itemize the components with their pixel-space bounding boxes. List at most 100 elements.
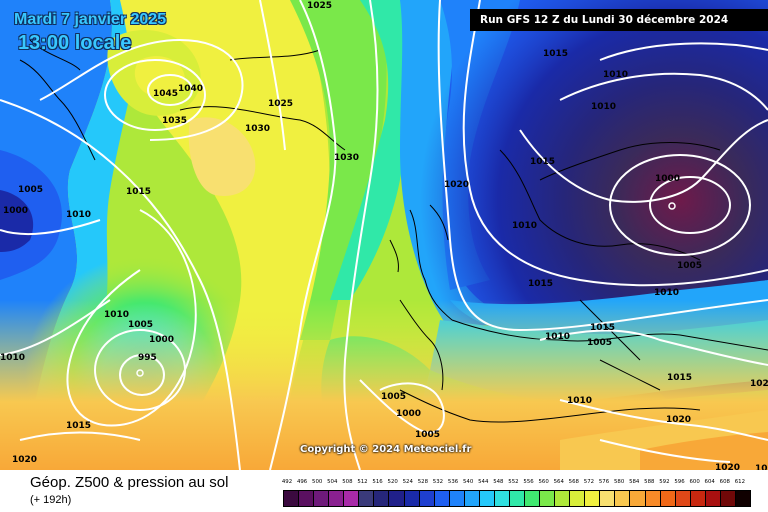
legend-swatch <box>735 491 750 506</box>
isobar-label: 1020 <box>666 415 691 425</box>
forecast-time: 13:00 locale <box>18 32 132 54</box>
legend-swatch <box>570 491 586 506</box>
legend-swatch <box>675 491 691 506</box>
legend-ticks: 492 496 500 504 508 512 516 520 524 528 532 536 540 5… <box>282 479 751 488</box>
isobar-label: 1010 <box>545 332 570 342</box>
legend-tick-label: 552 <box>508 479 519 485</box>
legend-swatch <box>344 491 360 506</box>
copyright-notice: Copyright © 2024 Meteociel.fr <box>300 444 472 455</box>
isobar-label: 1005 <box>381 392 406 402</box>
isobar-label: 1030 <box>334 153 359 163</box>
isobar-label: 1020 <box>715 463 740 470</box>
legend-swatch <box>690 491 706 506</box>
isobar-label: 1010 <box>66 210 91 220</box>
isobar-label: 1020 <box>750 379 768 389</box>
legend-tick-label: 500 <box>312 479 323 485</box>
legend-tick-label: 584 <box>629 479 640 485</box>
legend-swatch <box>359 491 375 506</box>
legend-tick-label: 524 <box>402 479 413 485</box>
legend-tick-label: 512 <box>357 479 368 485</box>
isobar-label: 1000 <box>396 409 421 419</box>
isobar-label: 1025 <box>307 1 332 11</box>
isobar-label: 1005 <box>128 320 153 330</box>
legend-swatch <box>600 491 616 506</box>
legend-tick-label: 532 <box>432 479 444 485</box>
isobar-label: 995 <box>138 353 157 363</box>
isobar-label: 1020 <box>12 455 37 465</box>
legend-tick-label: 508 <box>342 479 353 485</box>
isobar-label: 1005 <box>587 338 612 348</box>
legend-swatch <box>720 491 736 506</box>
legend-swatch <box>329 491 345 506</box>
legend-tick-label: 556 <box>523 479 534 485</box>
isobar-label: 1025 <box>268 99 293 109</box>
legend-swatch <box>615 491 631 506</box>
legend-swatch <box>555 491 571 506</box>
legend-tick-label: 504 <box>327 479 338 485</box>
isobar-label: 1040 <box>178 84 203 94</box>
legend-tick-label: 604 <box>704 479 715 485</box>
legend-swatch <box>419 491 435 506</box>
legend-tick-label: 564 <box>553 479 564 485</box>
isobar-labels: 1025 1045 1040 1035 1030 1025 1030 1015 … <box>0 1 768 470</box>
isobar-label: 1000 <box>655 174 680 184</box>
legend-swatch <box>434 491 450 506</box>
isobar-label: 1010 <box>591 102 616 112</box>
forecast-date: Mardi 7 janvier 2025 <box>14 11 167 28</box>
isobar-label: 1000 <box>149 335 174 345</box>
isobar-label: 1020 <box>444 180 469 190</box>
legend-tick-label: 516 <box>372 479 383 485</box>
isobars <box>0 0 768 470</box>
isobar-label: 1035 <box>162 116 187 126</box>
low-markers <box>136 202 676 377</box>
isobar-label: 1045 <box>153 89 178 99</box>
legend-swatch <box>299 491 315 506</box>
isobar-label: 1010 <box>512 221 537 231</box>
color-legend: 492 496 500 504 508 512 516 520 524 528 532 536 540 5… <box>282 479 751 507</box>
legend-swatch <box>464 491 480 506</box>
legend-swatch <box>645 491 661 506</box>
isobar-label: 1015 <box>528 279 553 289</box>
legend-tick-label: 572 <box>583 479 595 485</box>
legend-tick-label: 576 <box>598 479 610 485</box>
legend-tick-label: 548 <box>493 479 504 485</box>
legend-tick-label: 568 <box>568 479 579 485</box>
legend-tick-label: 540 <box>463 479 474 485</box>
isobar-label: 1000 <box>3 206 28 216</box>
legend-swatch <box>509 491 525 506</box>
legend-tick-label: 588 <box>644 479 655 485</box>
legend-swatch <box>630 491 646 506</box>
legend-tick-label: 536 <box>447 479 459 485</box>
isobar-label: 1010 <box>0 353 25 363</box>
legend-swatch <box>540 491 556 506</box>
isobar-label: 1005 <box>415 430 440 440</box>
forecast-lead-time: (+ 192h) <box>30 494 72 506</box>
isobar-label: 1010 <box>104 310 129 320</box>
isobar-label: 1015 <box>590 323 615 333</box>
legend-tick-label: 596 <box>674 479 685 485</box>
legend-swatch <box>585 491 601 506</box>
legend-bar <box>283 490 751 507</box>
isobar-label: 1015 <box>126 187 151 197</box>
map-footer: Géop. Z500 & pression au sol (+ 192h) 49… <box>0 470 768 512</box>
geopotential-field: 1025 1045 1040 1035 1030 1025 1030 1015 … <box>0 0 768 470</box>
legend-tick-label: 520 <box>387 479 398 485</box>
legend-swatch <box>705 491 721 506</box>
legend-tick-label: 528 <box>417 479 428 485</box>
legend-swatch <box>374 491 390 506</box>
legend-swatch <box>389 491 405 506</box>
isobar-label: 1015 <box>543 49 568 59</box>
low-center-ne <box>668 202 676 210</box>
isobar-label: 1020 <box>755 464 768 470</box>
low-center-sw <box>136 369 144 377</box>
legend-swatch <box>404 491 420 506</box>
legend-swatch <box>494 491 510 506</box>
legend-tick-label: 560 <box>538 479 549 485</box>
isobar-label: 1015 <box>667 373 692 383</box>
isobar-label: 1010 <box>654 288 679 298</box>
legend-tick-label: 544 <box>478 479 489 485</box>
isobar-label: 1015 <box>530 157 555 167</box>
legend-tick-label: 612 <box>734 479 746 485</box>
legend-swatch <box>479 491 495 506</box>
isobar-label: 1030 <box>245 124 270 134</box>
